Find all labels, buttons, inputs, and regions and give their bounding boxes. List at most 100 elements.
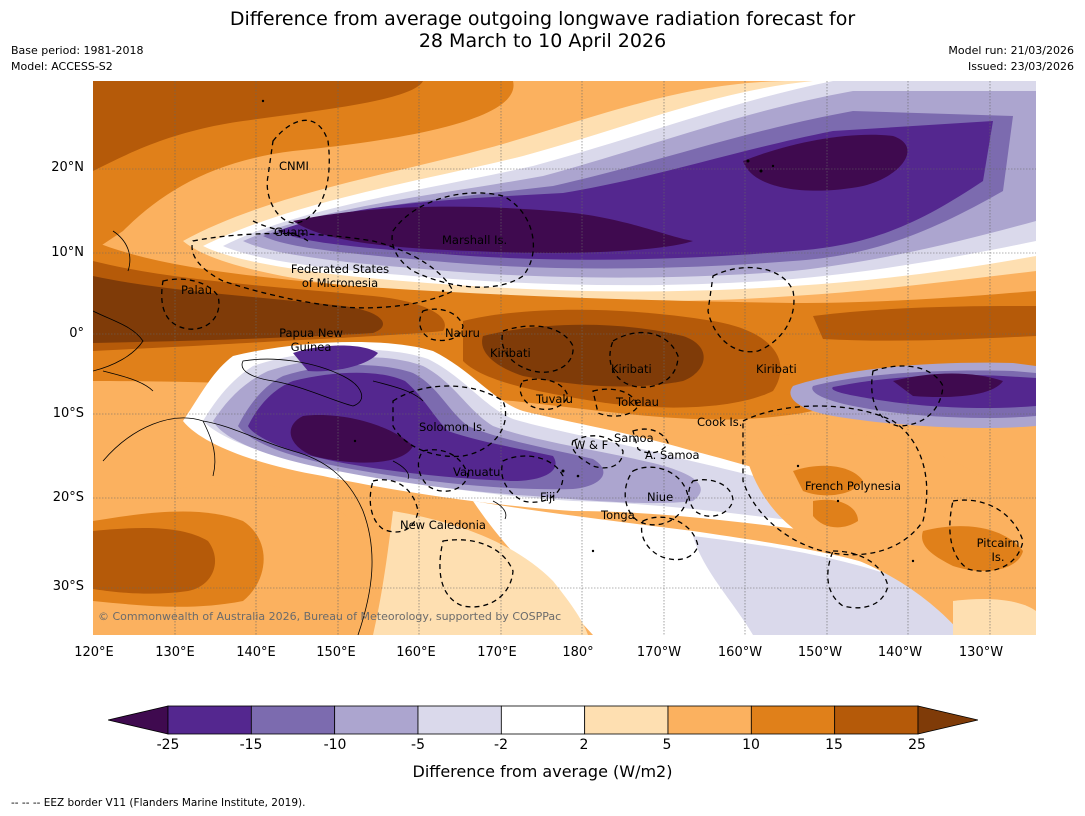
eez-borders	[161, 119, 1024, 609]
x-tick: 130°W	[958, 645, 1004, 660]
x-tick: 120°E	[74, 645, 114, 660]
y-tick: 10°S	[52, 406, 84, 421]
colorbar-tick: 25	[908, 737, 926, 753]
colorbar-tick: -2	[494, 737, 508, 753]
y-tick: 20°S	[52, 490, 84, 505]
north-dark-core-east	[743, 134, 908, 191]
label-kiribati-central: Kiribati	[611, 362, 652, 376]
x-tick: 150°E	[316, 645, 356, 660]
label-pitcairn-line2: Is.	[991, 550, 1005, 564]
colorbar-segment	[584, 705, 669, 735]
label-french-polynesia: French Polynesia	[805, 479, 902, 493]
label-fiji: Fiji	[540, 490, 556, 504]
fp-orange-patch-2	[813, 499, 858, 528]
label-pitcairn: Pitcairn Is.	[974, 536, 1022, 564]
label-tokelau: Tokelau	[616, 395, 659, 409]
colorbar-tick: 10	[742, 737, 760, 753]
label-kiribati-east: Kiribati	[756, 362, 797, 376]
x-tick: 160°E	[396, 645, 436, 660]
title-line-2: 28 March to 10 April 2026	[418, 30, 667, 52]
pitcairn-orange-patch	[922, 526, 1023, 571]
title-line-1: Difference from average outgoing longwav…	[229, 8, 856, 30]
label-tuvalu: Tuvalu	[536, 392, 573, 406]
meta-left: Base period: 1981-2018 Model: ACCESS-S2	[11, 43, 143, 75]
label-american-samoa: A. Samoa	[645, 448, 700, 462]
north-brown-region	[93, 81, 423, 171]
x-tick: 170°W	[636, 645, 682, 660]
meta-right: Model run: 21/03/2026 Issued: 23/03/2026	[948, 43, 1074, 75]
colorbar-svg	[107, 705, 979, 735]
colorbar-segment	[250, 705, 336, 735]
colorbar-tick: 2	[579, 737, 589, 753]
label-marshall-islands: Marshall Is.	[442, 233, 508, 247]
colorbar-segment	[417, 705, 502, 735]
graticule	[93, 81, 1036, 635]
colorbar-tick: -5	[411, 737, 425, 753]
north-dark-core-west	[293, 206, 693, 253]
label-solomon-islands: Solomon Is.	[419, 420, 486, 434]
label-cnmi: CNMI	[279, 159, 309, 173]
colorbar	[107, 705, 979, 735]
label-wallis-futuna: W & F	[574, 438, 609, 452]
label-new-caledonia: New Caledonia	[400, 518, 486, 532]
small-islands	[261, 99, 915, 563]
x-tick: 170°E	[477, 645, 517, 660]
colorbar-tick: -10	[323, 737, 347, 753]
label-cook-islands: Cook Is.	[697, 415, 743, 429]
issued-date: Issued: 23/03/2026	[967, 60, 1074, 73]
eez-border-note: -- -- -- EEZ border V11 (Flanders Marine…	[11, 797, 306, 809]
colorbar-arrow-low	[107, 705, 169, 735]
label-palau: Palau	[181, 283, 212, 297]
colorbar-arrow-high	[917, 705, 979, 735]
model-run: Model run: 21/03/2026	[948, 44, 1074, 57]
colorbar-tick: 5	[662, 737, 672, 753]
central-darkest-region	[482, 324, 704, 387]
label-kiribati-west: Kiribati	[490, 346, 531, 360]
label-niue: Niue	[647, 490, 674, 504]
label-fsm-line2: of Micronesia	[301, 276, 379, 290]
east-brown-strip	[813, 306, 1036, 341]
map-canvas	[93, 81, 1036, 635]
olr-anomaly-map	[93, 81, 1036, 635]
colorbar-segment	[500, 705, 586, 735]
spcz-dark-core	[290, 415, 413, 463]
label-fsm: Federated States of Micronesia	[284, 262, 396, 290]
colorbar-tick: 15	[825, 737, 843, 753]
label-samoa: Samoa	[614, 431, 654, 445]
label-vanuatu: Vanuatu	[453, 465, 501, 479]
colorbar-segment	[834, 705, 919, 735]
model-name: Model: ACCESS-S2	[11, 60, 113, 73]
southeast-light-patch	[953, 599, 1036, 635]
label-png-line2: Guinea	[290, 340, 332, 354]
y-tick: 30°S	[52, 579, 84, 594]
coastlines	[93, 230, 507, 635]
x-tick: 130°E	[155, 645, 195, 660]
label-tonga: Tonga	[601, 508, 635, 522]
colorbar-segment	[334, 705, 419, 735]
fp-orange-patch	[793, 465, 863, 496]
y-tick: 10°N	[51, 245, 84, 260]
x-tick: 160°W	[717, 645, 763, 660]
y-tick: 20°N	[51, 160, 84, 175]
y-tick: 0°	[69, 326, 84, 341]
x-tick: 140°E	[236, 645, 276, 660]
x-tick: 150°W	[797, 645, 843, 660]
colorbar-tick: -15	[239, 737, 263, 753]
label-png: Papua New Guinea	[275, 326, 347, 354]
label-fsm-line1: Federated States	[290, 262, 390, 276]
base-period: Base period: 1981-2018	[11, 44, 144, 57]
x-tick: 180°	[562, 645, 594, 660]
label-pitcairn-line1: Pitcairn	[976, 536, 1020, 550]
label-guam: Guam	[274, 225, 309, 239]
south-light-orange	[373, 511, 588, 635]
west-darkest-region	[93, 276, 383, 343]
southwest-brown	[93, 528, 216, 594]
east-dark-core	[893, 373, 1003, 398]
x-tick: 140°W	[877, 645, 923, 660]
colorbar-segment	[750, 705, 836, 735]
label-nauru: Nauru	[445, 326, 480, 340]
map-title: Difference from average outgoing longwav…	[0, 8, 1085, 52]
colorbar-label: Difference from average (W/m2)	[412, 762, 673, 781]
colorbar-tick: -25	[156, 737, 180, 753]
south-lavender-region	[693, 536, 983, 635]
